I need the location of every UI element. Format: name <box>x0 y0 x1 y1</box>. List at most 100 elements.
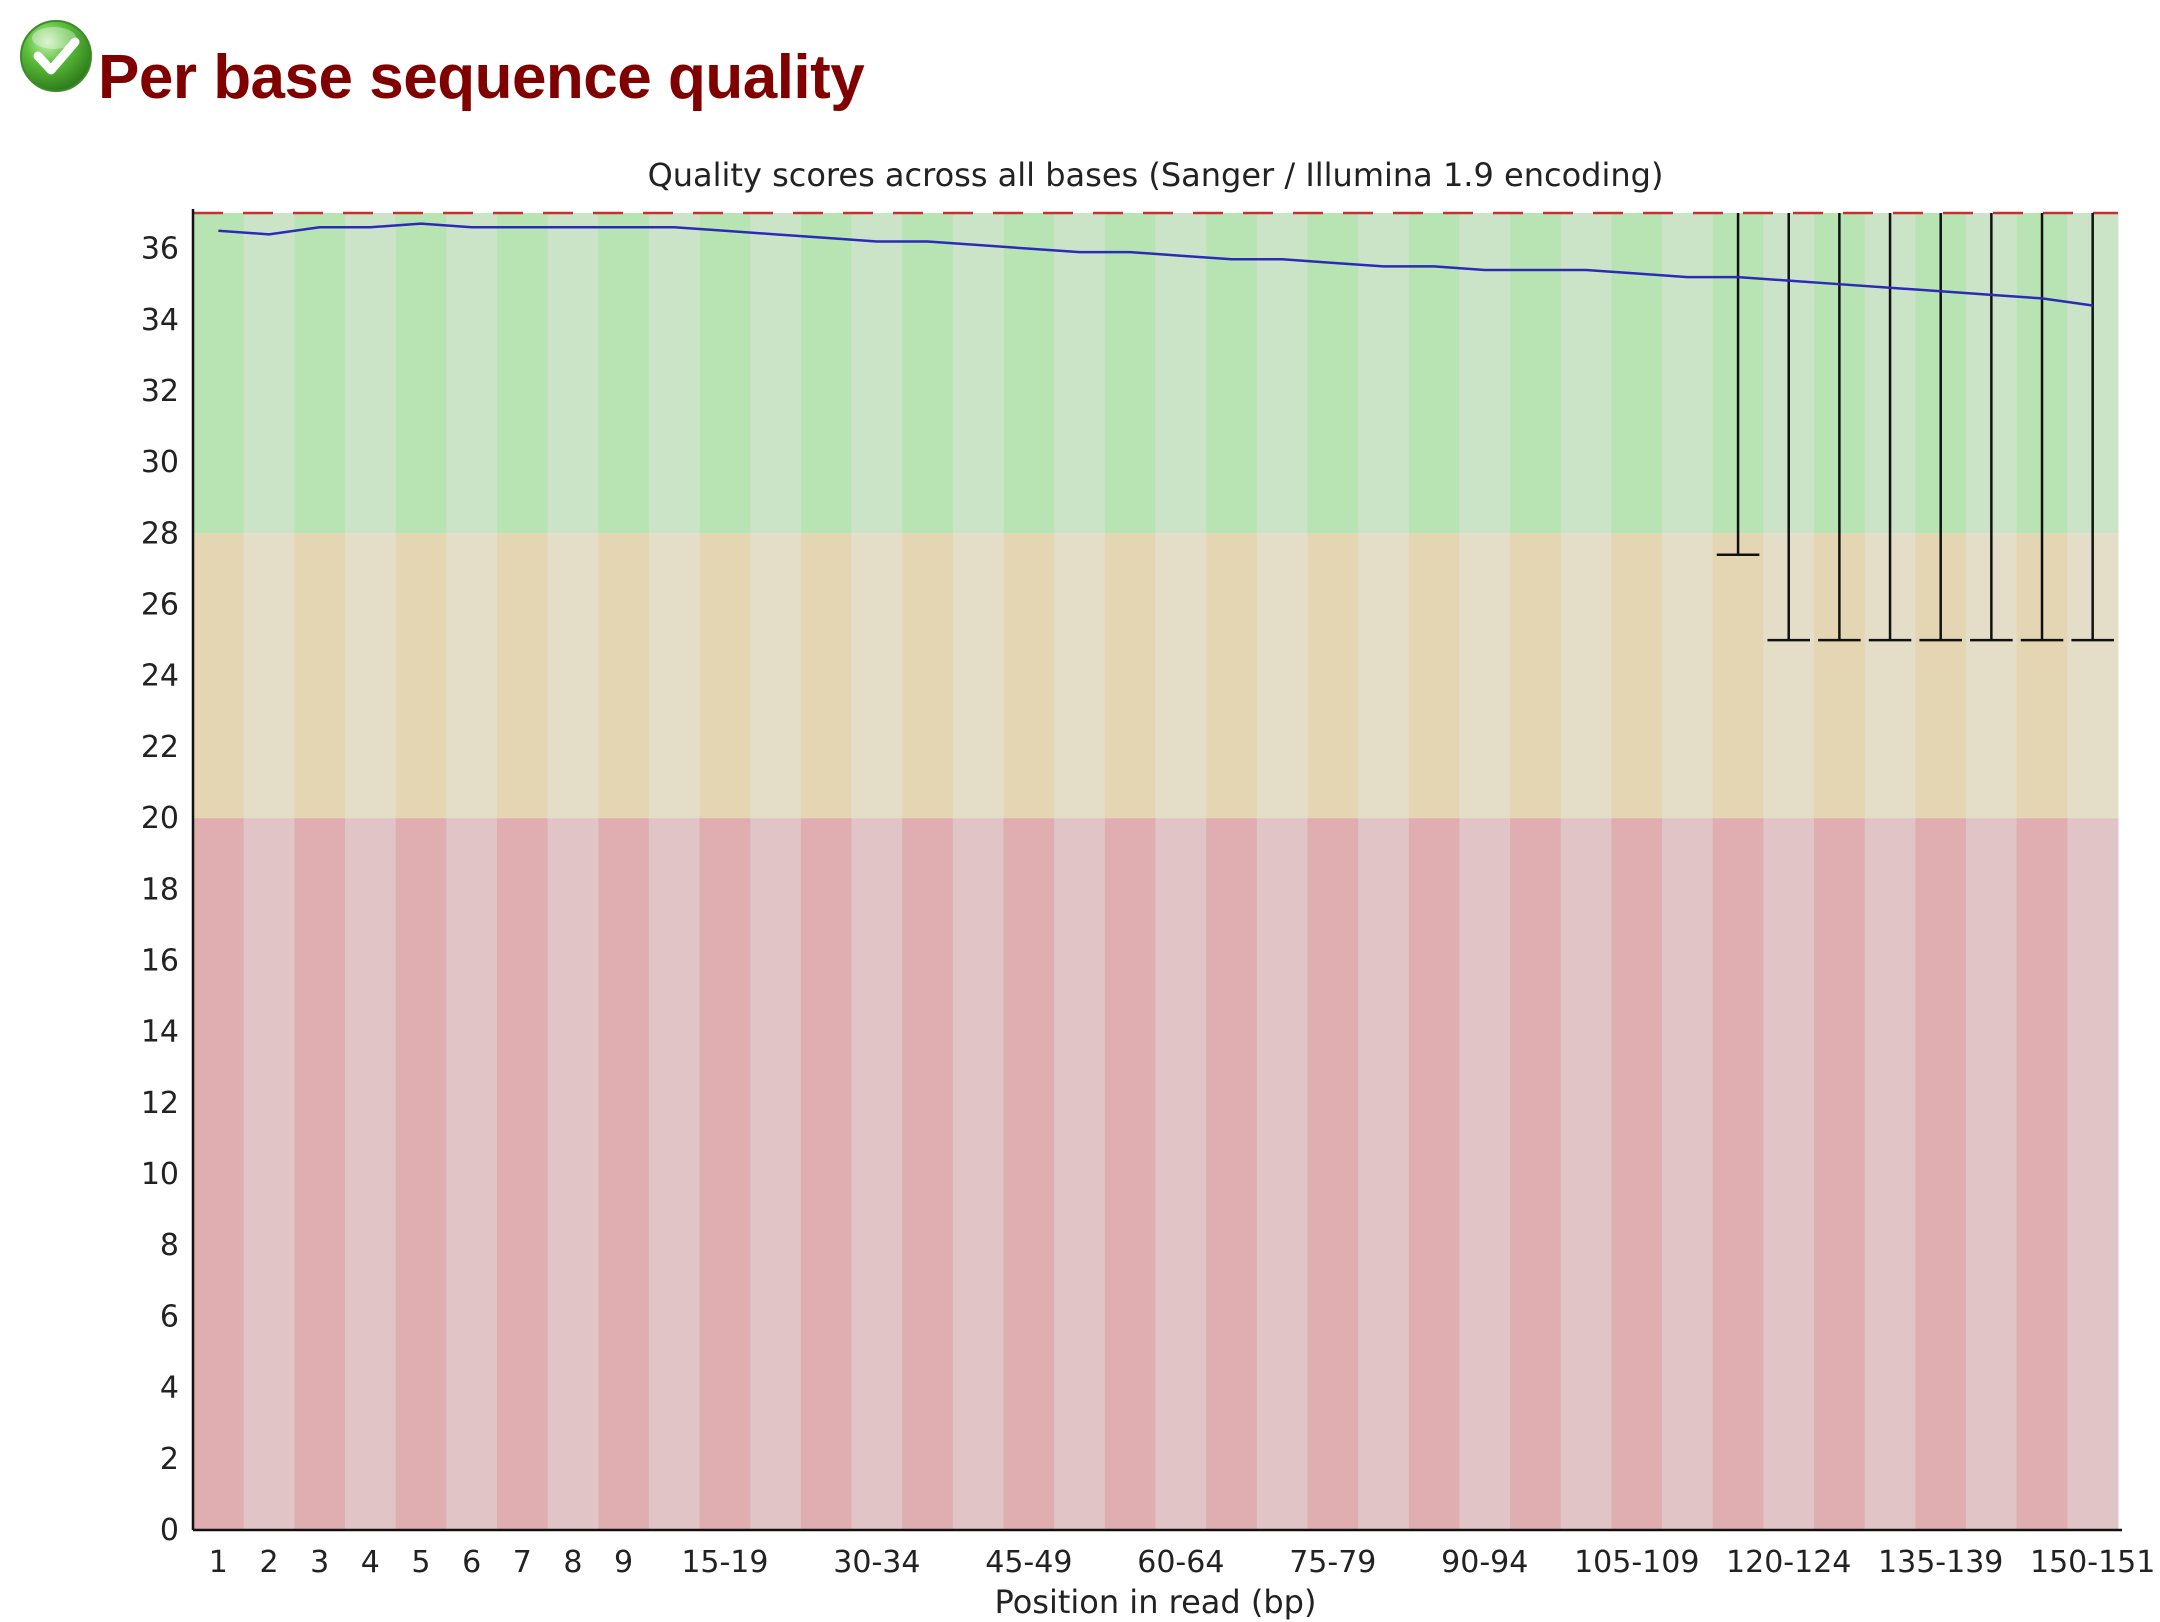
zone-reasonable-band <box>243 533 295 819</box>
y-tick-label: 6 <box>160 1299 179 1334</box>
zone-poor-band <box>395 818 447 1530</box>
mean-line-group <box>218 222 2093 307</box>
zone-poor-band <box>2016 818 2068 1530</box>
zone-good-band <box>1206 213 1258 534</box>
page-title: Per base sequence quality <box>98 42 865 112</box>
zone-poor-band <box>1915 818 1967 1530</box>
y-tick-label: 22 <box>141 730 179 765</box>
zone-poor-band <box>1256 818 1308 1530</box>
zone-poor-band <box>243 818 295 1530</box>
y-tick-label: 26 <box>141 588 179 623</box>
zone-reasonable-band <box>1358 533 1410 819</box>
zone-poor-band <box>344 818 397 1530</box>
zone-reasonable-band <box>1712 533 1764 819</box>
zone-good-band <box>496 213 549 534</box>
quality-zone-bands <box>193 213 2119 1530</box>
y-tick-label: 8 <box>160 1228 179 1263</box>
zone-good-band <box>750 213 802 534</box>
zone-good-band <box>1104 213 1156 534</box>
zone-good-band <box>547 213 599 534</box>
zone-good-band <box>1510 213 1562 534</box>
zone-good-band <box>1256 213 1308 534</box>
zone-good-band <box>243 213 295 534</box>
zone-reasonable-band <box>1307 533 1359 819</box>
y-tick-label: 4 <box>160 1371 179 1406</box>
y-tick-label: 18 <box>141 872 179 907</box>
zone-poor-band <box>1155 818 1207 1530</box>
zone-reasonable-band <box>1003 533 1055 819</box>
zone-poor-band <box>1206 818 1258 1530</box>
zone-poor-band <box>902 818 954 1530</box>
y-tick-label: 20 <box>141 801 179 836</box>
zone-poor-band <box>547 818 599 1530</box>
x-tick-label: 105-109 <box>1574 1545 1699 1580</box>
x-tick-label: 120-124 <box>1726 1545 1851 1580</box>
zone-good-band <box>446 213 498 534</box>
zone-poor-band <box>800 818 853 1530</box>
x-tick-label: 135-139 <box>1878 1545 2003 1580</box>
y-tick-label: 32 <box>141 374 179 409</box>
zone-reasonable-band <box>699 533 751 819</box>
y-tick-label: 14 <box>141 1015 179 1050</box>
zone-poor-band <box>1104 818 1156 1530</box>
zone-poor-band <box>1966 818 2018 1530</box>
x-tick-label: 90-94 <box>1441 1545 1528 1580</box>
x-axis-label: Position in read (bp) <box>995 1583 1317 1621</box>
zone-poor-band <box>1510 818 1562 1530</box>
zone-reasonable-band <box>1104 533 1156 819</box>
zone-poor-band <box>1358 818 1410 1530</box>
zone-reasonable-band <box>294 533 346 819</box>
y-tick-label: 28 <box>141 516 179 551</box>
zone-reasonable-band <box>344 533 397 819</box>
zone-reasonable-band <box>952 533 1005 819</box>
x-tick-label: 60-64 <box>1137 1545 1224 1580</box>
x-tick-label: 2 <box>259 1545 278 1580</box>
zone-reasonable-band <box>1662 533 1714 819</box>
pass-check-icon <box>20 20 92 92</box>
zone-good-band <box>1459 213 1511 534</box>
zone-good-band <box>1662 213 1714 534</box>
x-tick-label: 6 <box>462 1545 481 1580</box>
module-header: Per base sequence quality <box>18 16 865 126</box>
x-tick-label: 45-49 <box>985 1545 1072 1580</box>
zone-poor-band <box>699 818 751 1530</box>
y-tick-label: 12 <box>141 1086 179 1121</box>
x-tick-label: 75-79 <box>1289 1545 1376 1580</box>
zone-reasonable-band <box>1611 533 1663 819</box>
y-tick-label: 2 <box>160 1442 179 1477</box>
zone-reasonable-band <box>1206 533 1258 819</box>
zone-poor-band <box>1712 818 1764 1530</box>
x-tick-label: 15-19 <box>681 1545 768 1580</box>
mean-quality-line <box>218 222 2093 307</box>
zone-good-band <box>648 213 701 534</box>
zone-poor-band <box>1307 818 1359 1530</box>
y-tick-label: 16 <box>141 943 179 978</box>
zone-reasonable-band <box>1560 533 1612 819</box>
zone-poor-band <box>1408 818 1460 1530</box>
y-tick-label: 34 <box>141 303 179 338</box>
x-tick-label: 1 <box>209 1545 228 1580</box>
x-tick-label: 8 <box>563 1545 582 1580</box>
y-tick-label: 0 <box>160 1513 179 1548</box>
zone-poor-band <box>1611 818 1663 1530</box>
zone-reasonable-band <box>1408 533 1460 819</box>
zone-poor-band <box>1560 818 1612 1530</box>
x-axis-ticks: 1 2 3 4 5 6 7 8 9 15-19 30-34 45-49 60-64 75-79 90-94 1… <box>209 1545 2156 1580</box>
zone-reasonable-band <box>750 533 802 819</box>
zone-poor-band <box>1864 818 1916 1530</box>
zone-reasonable-band <box>547 533 599 819</box>
zone-poor-band <box>193 818 245 1530</box>
zone-good-band <box>902 213 954 534</box>
zone-good-band <box>851 213 903 534</box>
zone-reasonable-band <box>851 533 903 819</box>
whiskers <box>1716 213 2114 642</box>
zone-good-band <box>193 213 245 534</box>
zone-good-band <box>1560 213 1612 534</box>
zone-reasonable-band <box>395 533 447 819</box>
zone-poor-band <box>496 818 549 1530</box>
zone-good-band <box>1307 213 1359 534</box>
zone-reasonable-band <box>1459 533 1511 819</box>
zone-poor-band <box>750 818 802 1530</box>
zone-good-band <box>1408 213 1460 534</box>
